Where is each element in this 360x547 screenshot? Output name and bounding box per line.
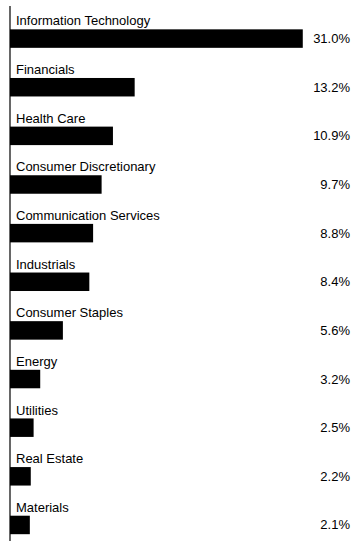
bar bbox=[10, 273, 89, 291]
data-label: 13.2% bbox=[313, 80, 350, 95]
chart-container: Information Technology 31.0% Financials 13.… bbox=[0, 0, 360, 547]
data-label: 2.1% bbox=[320, 517, 350, 532]
category-label: Real Estate bbox=[16, 451, 83, 466]
bar bbox=[10, 127, 113, 145]
bar bbox=[10, 78, 135, 96]
data-label: 8.4% bbox=[320, 274, 350, 289]
bar bbox=[10, 467, 31, 485]
bar bbox=[10, 418, 34, 436]
data-label: 3.2% bbox=[320, 372, 350, 387]
category-label: Information Technology bbox=[16, 13, 151, 28]
category-label: Industrials bbox=[16, 257, 76, 272]
data-label: 10.9% bbox=[313, 128, 350, 143]
category-label: Consumer Discretionary bbox=[16, 159, 156, 174]
bar bbox=[10, 370, 40, 388]
category-label: Financials bbox=[16, 62, 75, 77]
bar bbox=[10, 321, 63, 339]
bar bbox=[10, 516, 30, 534]
chart: Information Technology 31.0% Financials 13.… bbox=[0, 0, 360, 547]
data-label: 5.6% bbox=[320, 323, 350, 338]
data-label: 2.5% bbox=[320, 420, 350, 435]
data-label: 2.2% bbox=[320, 469, 350, 484]
category-label: Health Care bbox=[16, 111, 85, 126]
category-label: Materials bbox=[16, 500, 69, 515]
category-label: Utilities bbox=[16, 403, 58, 418]
data-label: 8.8% bbox=[320, 226, 350, 241]
data-label: 31.0% bbox=[313, 31, 350, 46]
data-label: 9.7% bbox=[320, 177, 350, 192]
labels: Information Technology 31.0% Financials 13.… bbox=[16, 13, 350, 532]
bar bbox=[10, 29, 303, 47]
category-label: Energy bbox=[16, 354, 58, 369]
category-label: Communication Services bbox=[16, 208, 160, 223]
bars bbox=[10, 29, 303, 534]
category-label: Consumer Staples bbox=[16, 305, 123, 320]
axis-line bbox=[9, 6, 10, 541]
bar bbox=[10, 175, 102, 193]
bar bbox=[10, 224, 93, 242]
